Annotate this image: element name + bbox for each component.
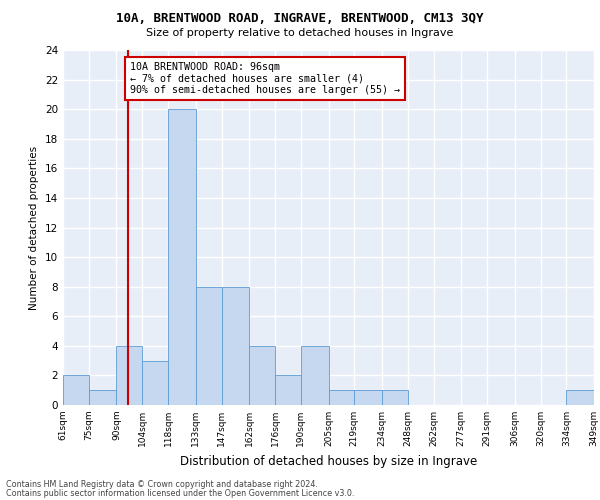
Bar [142, 360, 168, 405]
Bar [221, 286, 249, 405]
Bar [566, 390, 594, 405]
Text: 10A BRENTWOOD ROAD: 96sqm
← 7% of detached houses are smaller (4)
90% of semi-de: 10A BRENTWOOD ROAD: 96sqm ← 7% of detach… [130, 62, 400, 95]
Text: 10A, BRENTWOOD ROAD, INGRAVE, BRENTWOOD, CM13 3QY: 10A, BRENTWOOD ROAD, INGRAVE, BRENTWOOD,… [116, 12, 484, 26]
X-axis label: Distribution of detached houses by size in Ingrave: Distribution of detached houses by size … [180, 454, 477, 468]
Bar [382, 390, 408, 405]
Text: Contains public sector information licensed under the Open Government Licence v3: Contains public sector information licen… [6, 489, 355, 498]
Bar [249, 346, 275, 405]
Bar [301, 346, 329, 405]
Y-axis label: Number of detached properties: Number of detached properties [29, 146, 40, 310]
Bar [63, 376, 89, 405]
Bar [168, 109, 196, 405]
Bar [89, 390, 116, 405]
Bar [196, 286, 221, 405]
Bar [275, 376, 301, 405]
Text: Contains HM Land Registry data © Crown copyright and database right 2024.: Contains HM Land Registry data © Crown c… [6, 480, 318, 489]
Bar [355, 390, 382, 405]
Text: Size of property relative to detached houses in Ingrave: Size of property relative to detached ho… [146, 28, 454, 38]
Bar [116, 346, 142, 405]
Bar [329, 390, 355, 405]
